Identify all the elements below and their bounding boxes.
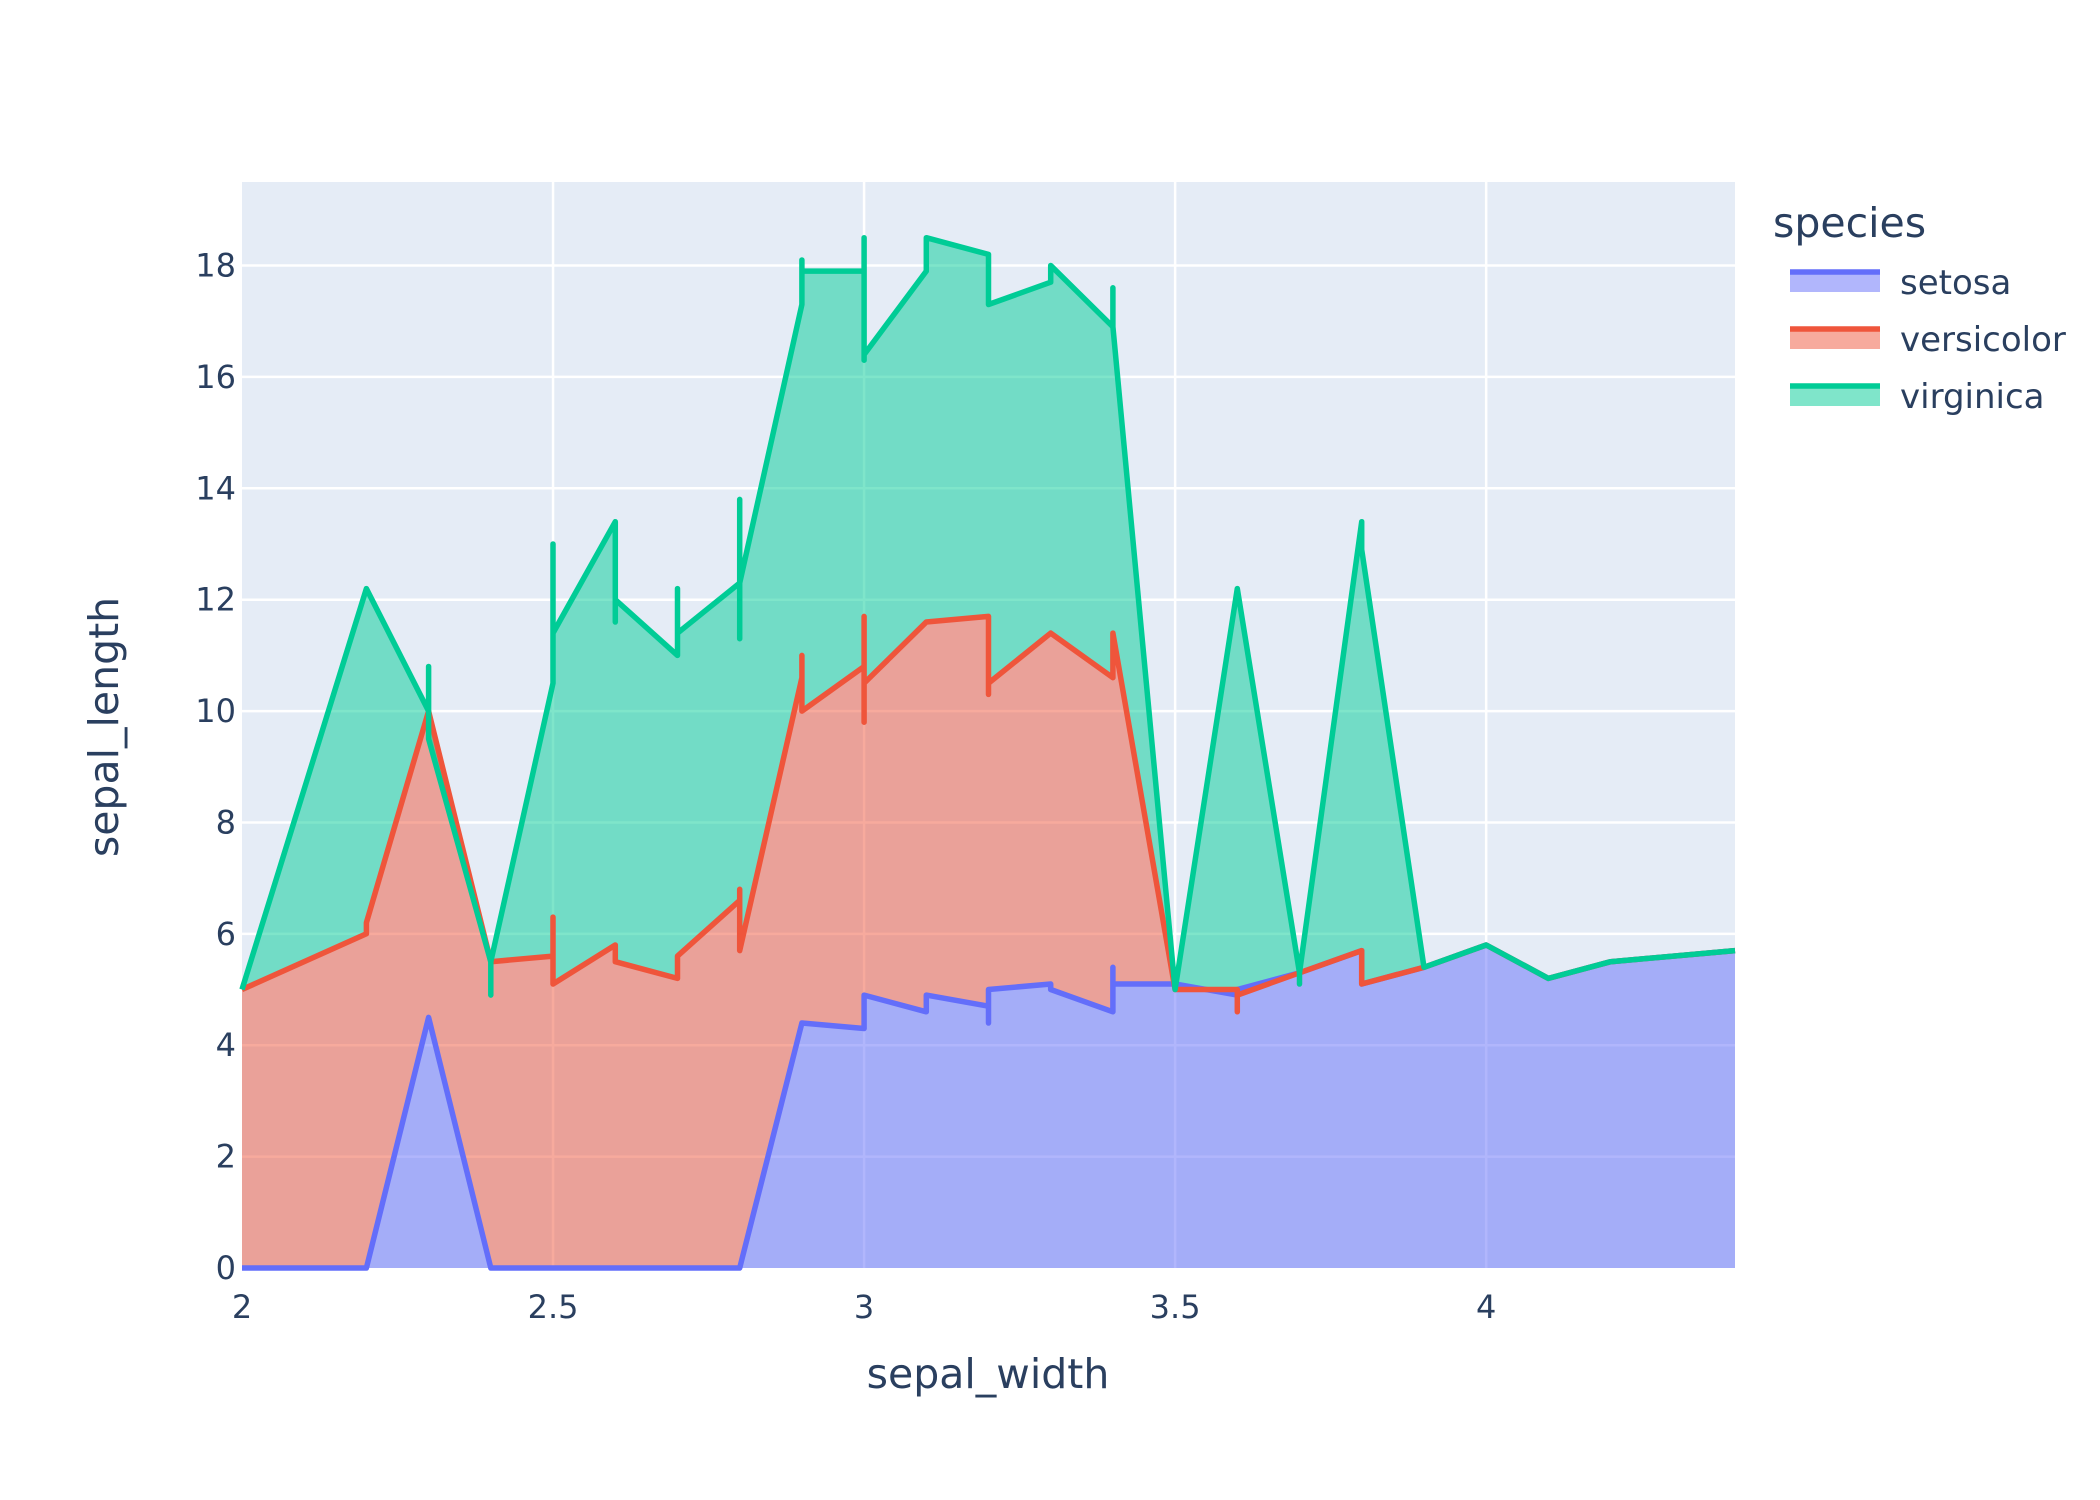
legend-title: species bbox=[1773, 199, 1926, 247]
y-tick-label: 16 bbox=[195, 358, 236, 396]
y-tick-label: 8 bbox=[216, 803, 236, 841]
line-versicolor bbox=[240, 613, 1736, 1015]
legend: species setosa versicolor virginica bbox=[1773, 199, 2066, 417]
y-tick-label: 4 bbox=[216, 1026, 236, 1064]
y-axis-title: sepal_length bbox=[80, 597, 128, 857]
legend-swatch-fill bbox=[1790, 329, 1880, 349]
x-tick-label: 2 bbox=[232, 1288, 252, 1326]
y-tick-label: 0 bbox=[216, 1249, 236, 1287]
x-tick-label: 4 bbox=[1476, 1288, 1496, 1326]
y-tick-label: 12 bbox=[195, 581, 236, 619]
y-tick-label: 18 bbox=[195, 247, 236, 285]
y-tick-label: 2 bbox=[216, 1138, 236, 1176]
line-virginica bbox=[239, 234, 1736, 998]
y-axis-ticks: 0 2 4 6 8 10 12 14 16 18 bbox=[195, 247, 236, 1287]
y-tick-label: 10 bbox=[195, 692, 236, 730]
area-setosa bbox=[242, 945, 1735, 1268]
legend-item-versicolor[interactable]: versicolor bbox=[1790, 320, 2066, 360]
x-axis-ticks: 2 2.5 3 3.5 4 bbox=[232, 1288, 1497, 1326]
legend-label: virginica bbox=[1900, 377, 2045, 417]
legend-label: versicolor bbox=[1900, 320, 2066, 360]
legend-swatch-fill bbox=[1790, 272, 1880, 292]
y-tick-label: 14 bbox=[195, 469, 236, 507]
series-lines bbox=[239, 234, 1736, 1271]
legend-item-virginica[interactable]: virginica bbox=[1790, 377, 2045, 417]
x-axis-title: sepal_width bbox=[867, 1350, 1110, 1398]
y-tick-label: 6 bbox=[216, 915, 236, 953]
x-tick-label: 3.5 bbox=[1150, 1288, 1201, 1326]
legend-swatch-fill bbox=[1790, 386, 1880, 406]
x-tick-label: 3 bbox=[854, 1288, 874, 1326]
area-versicolor bbox=[242, 616, 1735, 1268]
legend-label: setosa bbox=[1900, 263, 2011, 303]
x-tick-label: 2.5 bbox=[528, 1288, 579, 1326]
legend-item-setosa[interactable]: setosa bbox=[1790, 263, 2011, 303]
